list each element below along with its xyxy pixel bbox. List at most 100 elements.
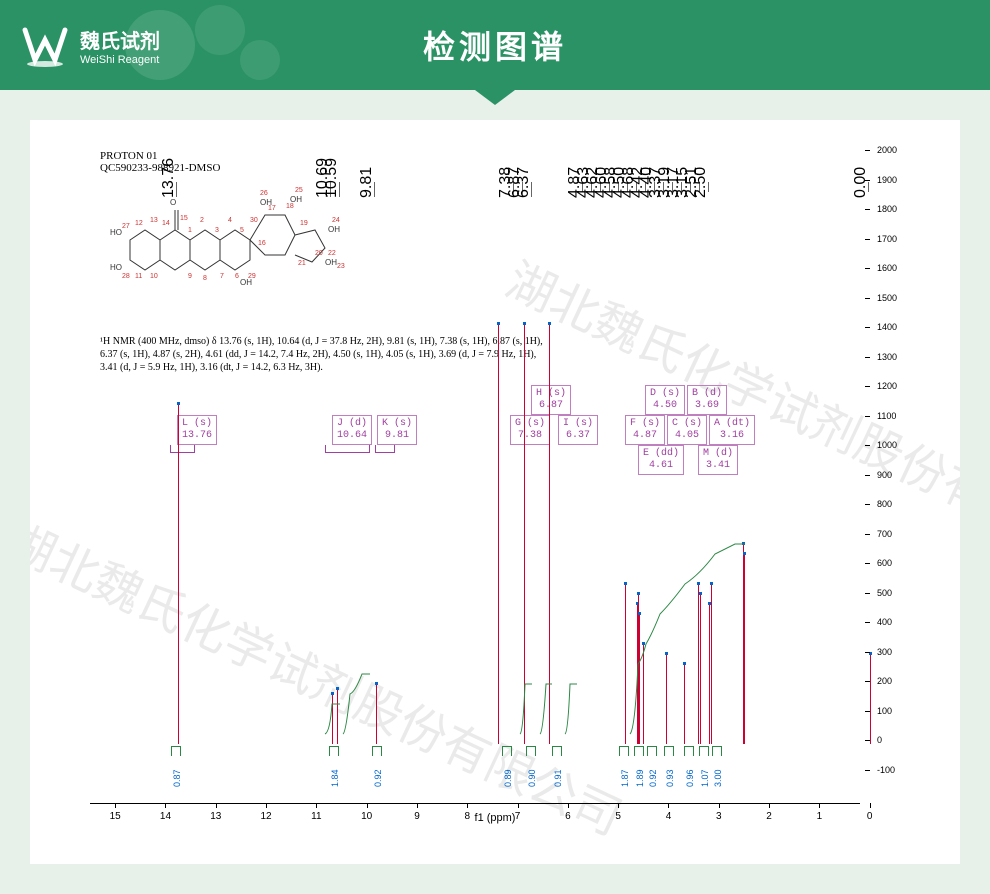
- svg-text:15: 15: [180, 215, 188, 222]
- svg-text:3: 3: [215, 227, 219, 234]
- y-tick: [865, 622, 870, 623]
- peak-tip: [697, 582, 700, 585]
- svg-text:8: 8: [203, 275, 207, 282]
- y-tick-label: 1500: [877, 293, 897, 303]
- content-area: 湖北魏氏化学试剂股份有限公司 湖北魏氏化学试剂股份有限公司 PROTON 01 …: [0, 90, 990, 894]
- peak-tip: [177, 402, 180, 405]
- integral-bracket: [634, 746, 644, 756]
- x-tick-label: 11: [311, 811, 321, 822]
- integral-value: 0.91: [553, 769, 563, 787]
- integral-value: 0.87: [172, 769, 182, 787]
- peak-tip: [497, 322, 500, 325]
- spectrum-peak: [498, 324, 499, 744]
- spectrum-peak: [625, 584, 626, 744]
- range-bracket: [375, 445, 395, 453]
- y-tick-label: 600: [877, 558, 892, 568]
- y-tick: [865, 445, 870, 446]
- y-tick: [865, 416, 870, 417]
- x-tick: [115, 803, 116, 808]
- svg-text:6: 6: [235, 273, 239, 280]
- y-tick: [865, 357, 870, 358]
- integral-value: 1.07: [700, 769, 710, 787]
- x-tick: [165, 803, 166, 808]
- y-tick-label: 1300: [877, 352, 897, 362]
- x-tick-label: 12: [260, 811, 271, 822]
- peak-tip: [642, 642, 645, 645]
- peak-tip: [742, 542, 745, 545]
- peak-connector: [708, 182, 709, 192]
- spectrum-peak: [643, 644, 644, 744]
- svg-text:7: 7: [220, 273, 224, 280]
- svg-text:11: 11: [135, 273, 142, 280]
- svg-text:9: 9: [188, 273, 192, 280]
- spectrum-peak: [524, 324, 525, 744]
- integral-bracket: [372, 746, 382, 756]
- x-tick-label: 10: [361, 811, 372, 822]
- range-bracket: [170, 445, 195, 453]
- y-tick: [865, 150, 870, 151]
- integral-bracket: [664, 746, 674, 756]
- svg-text:18: 18: [286, 203, 294, 210]
- x-tick: [417, 803, 418, 808]
- y-tick-label: 1200: [877, 381, 897, 391]
- svg-text:HO: HO: [110, 263, 122, 272]
- svg-text:4: 4: [228, 217, 232, 224]
- integral-bracket: [619, 746, 629, 756]
- svg-text:30: 30: [250, 217, 258, 224]
- assignment-box-D: D (s)4.50: [645, 385, 685, 415]
- x-tick: [467, 803, 468, 808]
- y-tick: [865, 770, 870, 771]
- spectrum-peak: [337, 689, 338, 744]
- y-tick: [865, 475, 870, 476]
- svg-text:21: 21: [298, 260, 306, 267]
- integral-value: 0.96: [685, 769, 695, 787]
- assignment-box-K: K (s)9.81: [377, 415, 417, 445]
- svg-text:5: 5: [240, 227, 244, 234]
- svg-text:19: 19: [300, 220, 308, 227]
- x-axis-title: f1 (ppm): [475, 812, 516, 824]
- spectrum-baseline: [90, 743, 860, 744]
- integral-bracket: [502, 746, 512, 756]
- spectrum-peak: [698, 584, 699, 744]
- logo-icon: [20, 20, 70, 70]
- peak-connector: [531, 182, 532, 197]
- x-tick: [769, 803, 770, 808]
- assignment-box-B: B (d)3.69: [687, 385, 727, 415]
- y-tick-label: 1800: [877, 204, 897, 214]
- spectrum-peak: [639, 614, 640, 744]
- integral-bracket: [699, 746, 709, 756]
- integral-value: 0.92: [648, 769, 658, 787]
- x-tick-label: 15: [110, 811, 121, 822]
- integral-value: 3.00: [713, 769, 723, 787]
- y-tick: [865, 652, 870, 653]
- y-tick: [865, 327, 870, 328]
- spectrum-peak: [549, 324, 550, 744]
- x-axis: 1514131211109876543210: [90, 803, 860, 804]
- svg-text:10: 10: [150, 273, 158, 280]
- svg-text:22: 22: [328, 250, 336, 257]
- svg-text:2: 2: [200, 217, 204, 224]
- x-tick: [518, 803, 519, 808]
- svg-text:O: O: [170, 198, 176, 207]
- y-tick: [865, 504, 870, 505]
- assignment-box-C: C (s)4.05: [667, 415, 707, 445]
- y-tick-label: 700: [877, 529, 892, 539]
- peak-tip: [638, 612, 641, 615]
- assignment-box-J: J (d)10.64: [332, 415, 372, 445]
- y-tick-label: 300: [877, 647, 892, 657]
- y-tick: [865, 209, 870, 210]
- assignment-box-E: E (dd)4.61: [638, 445, 684, 475]
- y-tick: [865, 681, 870, 682]
- svg-text:24: 24: [332, 217, 340, 224]
- integral-bracket: [712, 746, 722, 756]
- peak-tip: [336, 687, 339, 690]
- x-tick-label: 7: [515, 811, 521, 822]
- x-tick-label: 8: [464, 811, 470, 822]
- spectrum-peak: [744, 554, 745, 744]
- assignment-box-F: F (s)4.87: [625, 415, 665, 445]
- peak-connector: [339, 182, 340, 197]
- peak-tip: [683, 662, 686, 665]
- peak-connector: [176, 182, 177, 197]
- peak-tip: [743, 552, 746, 555]
- svg-text:OH: OH: [328, 225, 340, 234]
